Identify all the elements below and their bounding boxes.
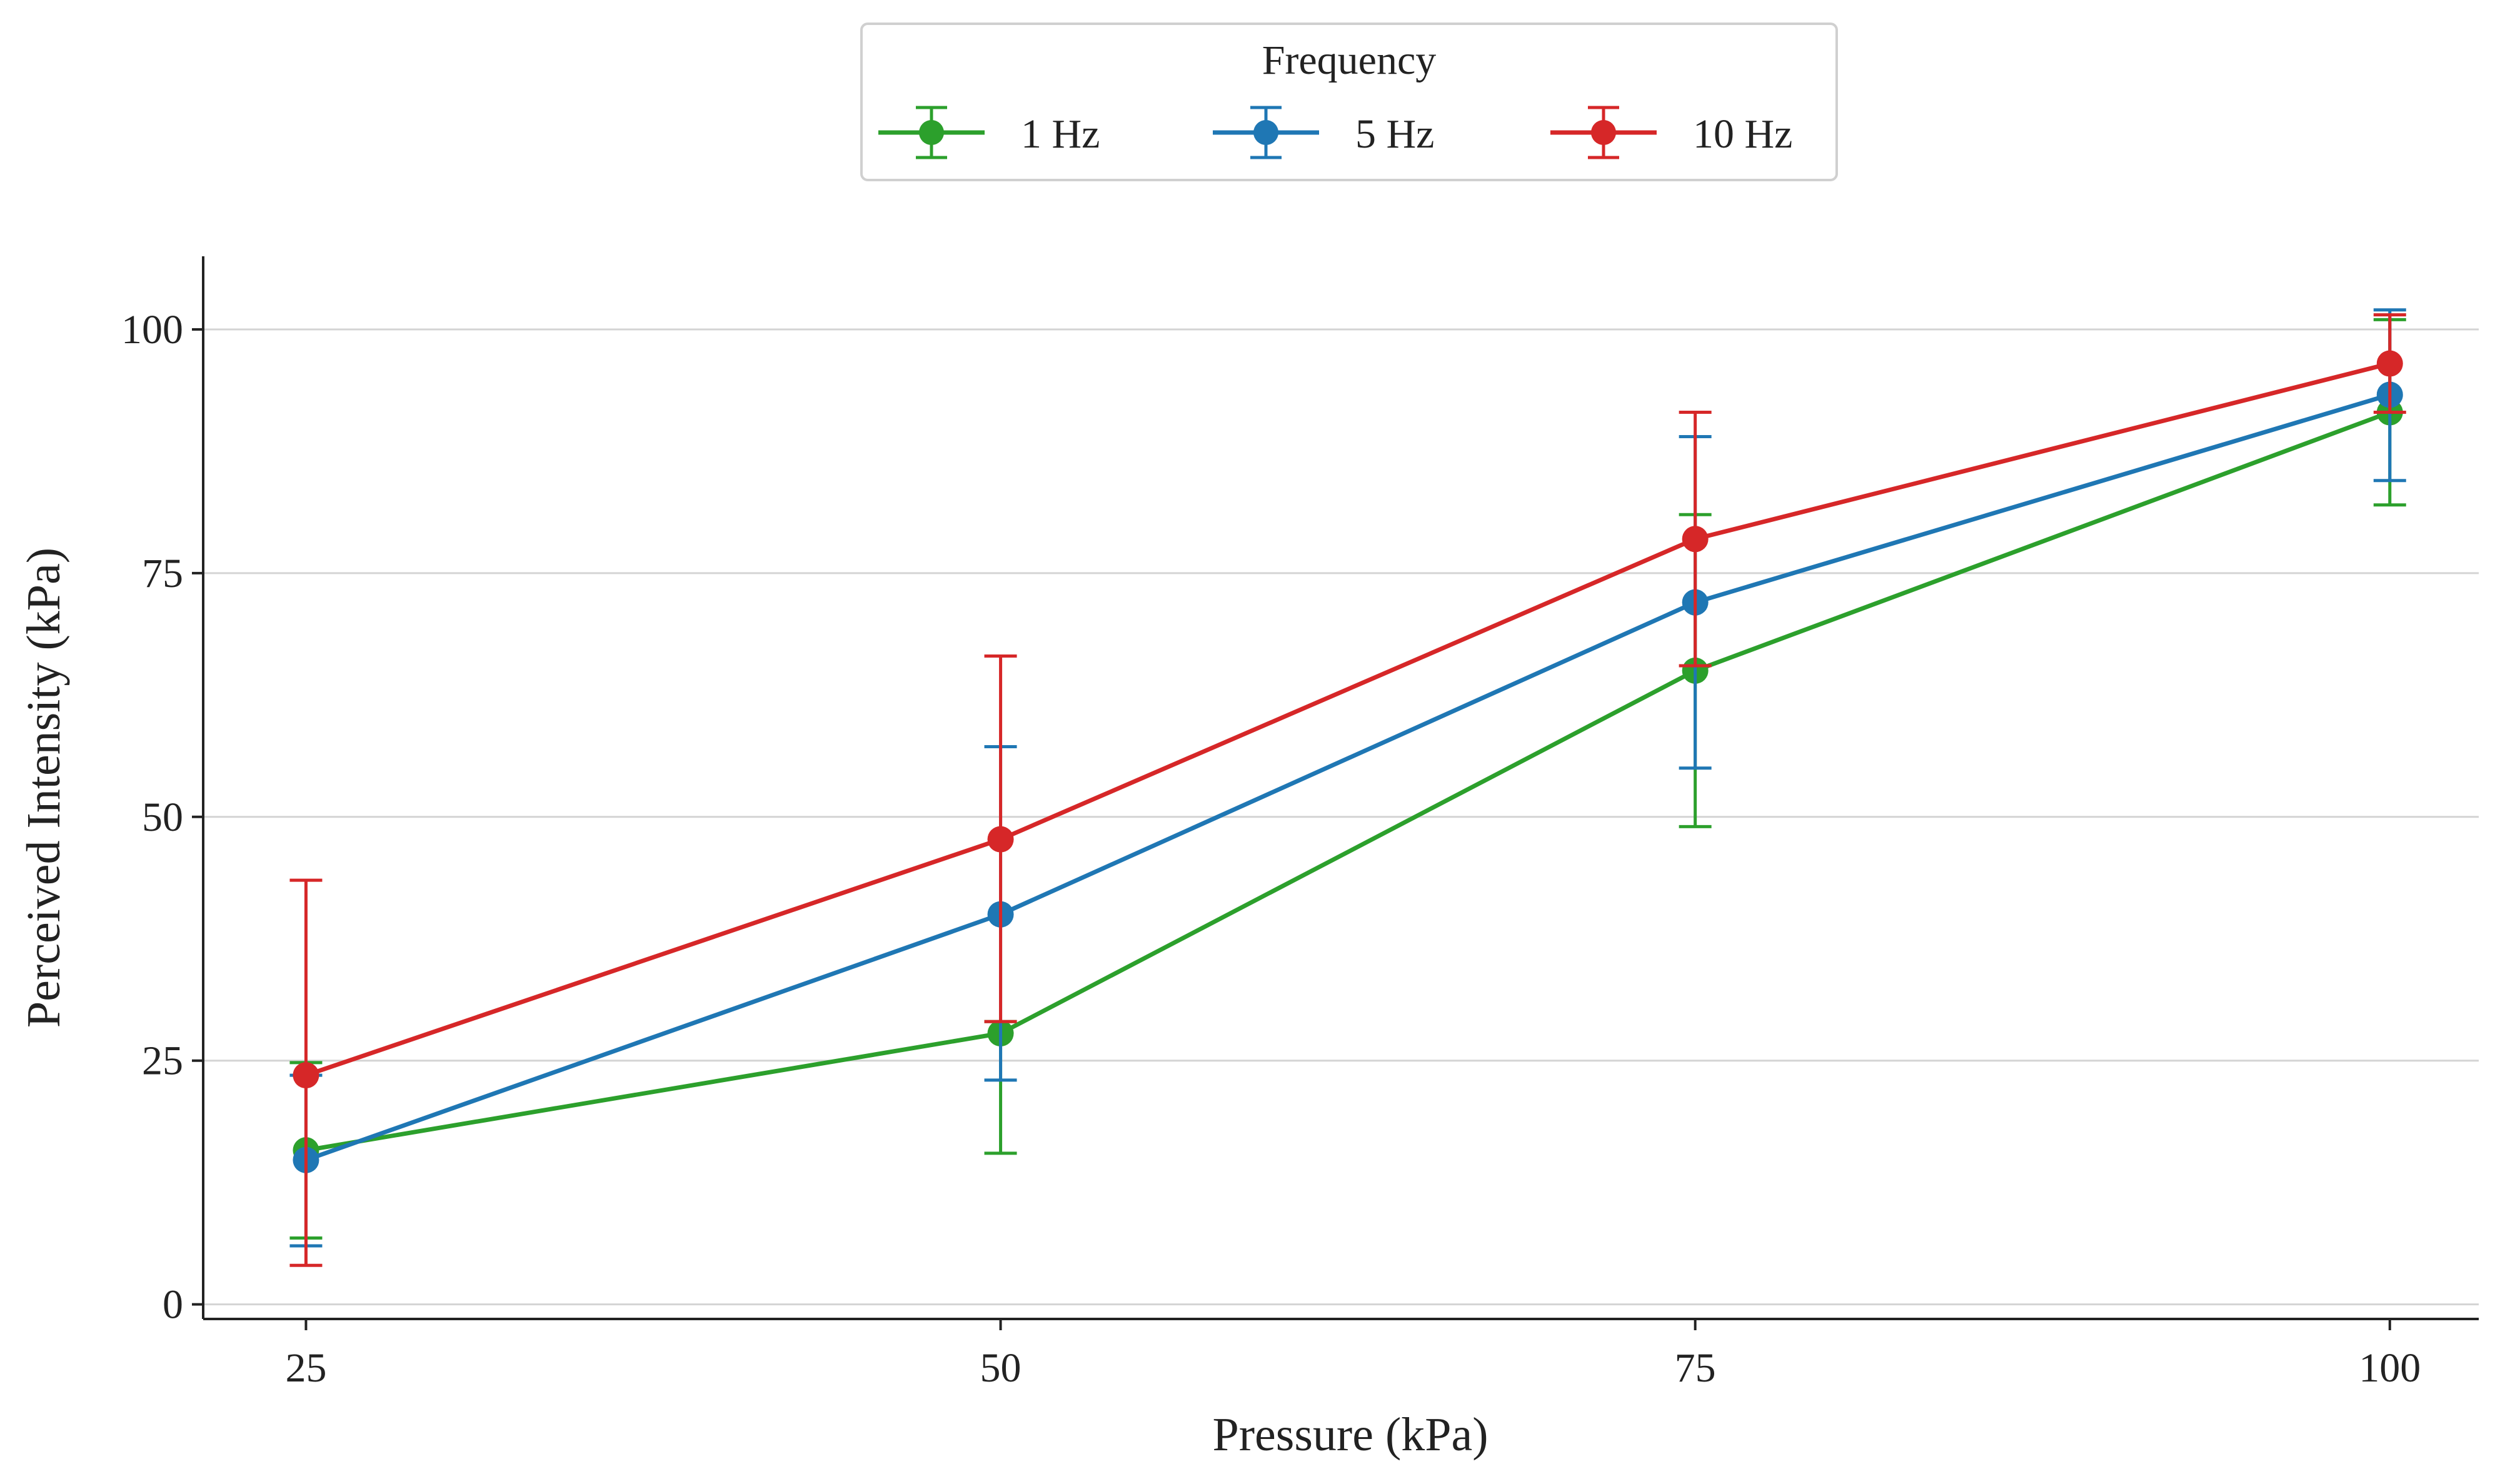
- series-1-hz: [289, 318, 2406, 1240]
- legend-label-5-hz: 5 Hz: [1355, 111, 1434, 157]
- y-tick-label: 75: [142, 551, 183, 596]
- legend-label-10-hz: 10 Hz: [1693, 111, 1792, 157]
- legend-entry-5-hz: 5 Hz: [1213, 106, 1434, 159]
- legend-frame: [860, 23, 1838, 181]
- series-5-hz: [289, 308, 2406, 1248]
- data-point-10-hz-75: [1682, 526, 1709, 553]
- legend-entries: 1 Hz 5 Hz 10 Hz: [878, 106, 1792, 159]
- y-tick-label: 50: [142, 795, 183, 840]
- x-tick-label: 50: [980, 1345, 1022, 1391]
- series-line-10-hz: [305, 361, 2391, 1078]
- y-ticks: 0 25 50 75 100: [121, 307, 203, 1328]
- series-layer: [289, 308, 2406, 1267]
- x-tick-label: 100: [2359, 1345, 2421, 1391]
- y-tick-label: 0: [163, 1282, 183, 1328]
- data-point-10-hz-50: [987, 826, 1014, 853]
- x-ticks: 25 50 75 100: [285, 1319, 2421, 1391]
- x-tick-label: 25: [285, 1345, 326, 1391]
- legend-marker-10-hz: [1591, 120, 1616, 145]
- x-axis-label: Pressure (kPa): [1212, 1408, 1488, 1461]
- y-tick-label: 100: [121, 307, 183, 353]
- legend-title: Frequency: [1262, 38, 1437, 83]
- x-tick-label: 75: [1675, 1345, 1716, 1391]
- y-axis-label: Perceived Intensity (kPa): [18, 548, 70, 1028]
- legend-marker-5-hz: [1253, 120, 1278, 145]
- data-point-10-hz-100: [2376, 350, 2403, 377]
- legend-marker-1-hz: [919, 120, 944, 145]
- legend-label-1-hz: 1 Hz: [1021, 111, 1100, 157]
- series-10-hz: [289, 313, 2406, 1267]
- legend: Frequency 1 Hz 5 Hz 10 Hz: [860, 23, 1838, 181]
- series-line-1-hz: [305, 410, 2391, 1153]
- y-tick-label: 25: [142, 1038, 183, 1084]
- legend-entry-10-hz: 10 Hz: [1550, 106, 1792, 159]
- data-point-10-hz-25: [293, 1062, 319, 1089]
- legend-entry-1-hz: 1 Hz: [878, 106, 1100, 159]
- series-line-5-hz: [305, 393, 2391, 1163]
- axes: [202, 256, 2479, 1320]
- gridlines: [203, 328, 2479, 1306]
